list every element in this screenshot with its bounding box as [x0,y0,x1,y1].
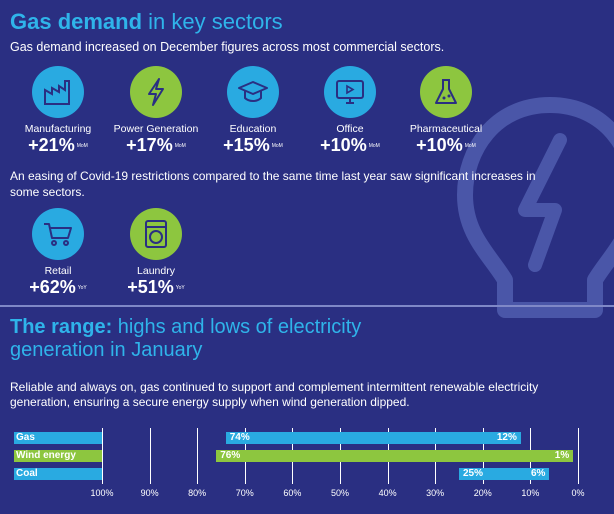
data-label-high: 25% [463,468,484,479]
range-bar: 76% 1% [216,450,574,462]
gridline [149,428,151,484]
gridline [578,428,579,484]
sector-value: +17% MoM [126,135,186,155]
sector-value: +15% MoM [223,135,283,155]
range-bar: 25% 6% [459,468,550,480]
category-label: Wind energy [14,450,102,462]
axis-tick-label: 80% [188,488,207,498]
monitor-icon [324,66,376,118]
axis-tick-label: 0% [571,488,585,498]
data-label-high: 76% [220,450,241,461]
category-label: Gas [14,432,102,444]
factory-icon [32,66,84,118]
sector-retail: Retail +62% YoY [3,208,113,298]
axis-tick-label: 30% [426,488,445,498]
gridline [102,428,103,484]
graduation-cap-icon [227,66,279,118]
axis-tick-label: 10% [521,488,540,498]
axis-tick-label: 90% [140,488,159,498]
washing-machine-icon [130,208,182,260]
easing-text: An easing of Covid-19 restrictions compa… [10,169,536,199]
sector-manufacturing: Manufacturing +21% MoM [3,66,113,156]
sector-value: +10% MoM [416,135,476,155]
sector-laundry: Laundry +51% YoY [101,208,211,298]
axis-tick-label: 50% [330,488,349,498]
sector-office: Office +10% MoM [295,66,405,156]
gridline [197,428,199,484]
axis-tick-label: 20% [473,488,492,498]
range-title: The range: highs and lows of electricity… [10,316,362,361]
sector-label: Power Generation [113,123,199,135]
axis-tick-label: 100% [90,488,114,498]
section-divider [0,305,614,307]
data-label-low: 1% [554,450,570,461]
category-label: Coal [14,468,102,480]
range-bar: 74% 12% [225,432,521,444]
range-paragraph: Reliable and always on, gas continued to… [10,380,539,409]
data-label-low: 6% [530,468,546,479]
sector-label: Education [229,123,277,135]
sector-value: +51% YoY [127,277,185,297]
sector-pharmaceutical: Pharmaceutical +10% MoM [391,66,501,156]
shopping-cart-icon [32,208,84,260]
sector-label: Manufacturing [24,123,92,135]
sector-value: +10% MoM [320,135,380,155]
flask-icon [420,66,472,118]
axis-tick-label: 70% [235,488,254,498]
data-label-low: 12% [496,432,517,443]
axis-tick-label: 60% [283,488,302,498]
sector-label: Office [336,123,364,135]
sector-value: +62% YoY [29,277,87,297]
sector-education: Education +15% MoM [198,66,308,156]
page-subtitle: Gas demand increased on December figures… [10,40,445,54]
lightning-icon [130,66,182,118]
axis-tick-label: 40% [378,488,397,498]
sector-label: Laundry [137,265,175,277]
data-label-high: 74% [229,432,250,443]
sector-power-generation: Power Generation +17% MoM [101,66,211,156]
sector-label: Pharmaceutical [409,123,483,135]
sector-value: +21% MoM [28,135,88,155]
page-title: Gas demand in key sectors [10,9,283,34]
sector-label: Retail [44,265,72,277]
